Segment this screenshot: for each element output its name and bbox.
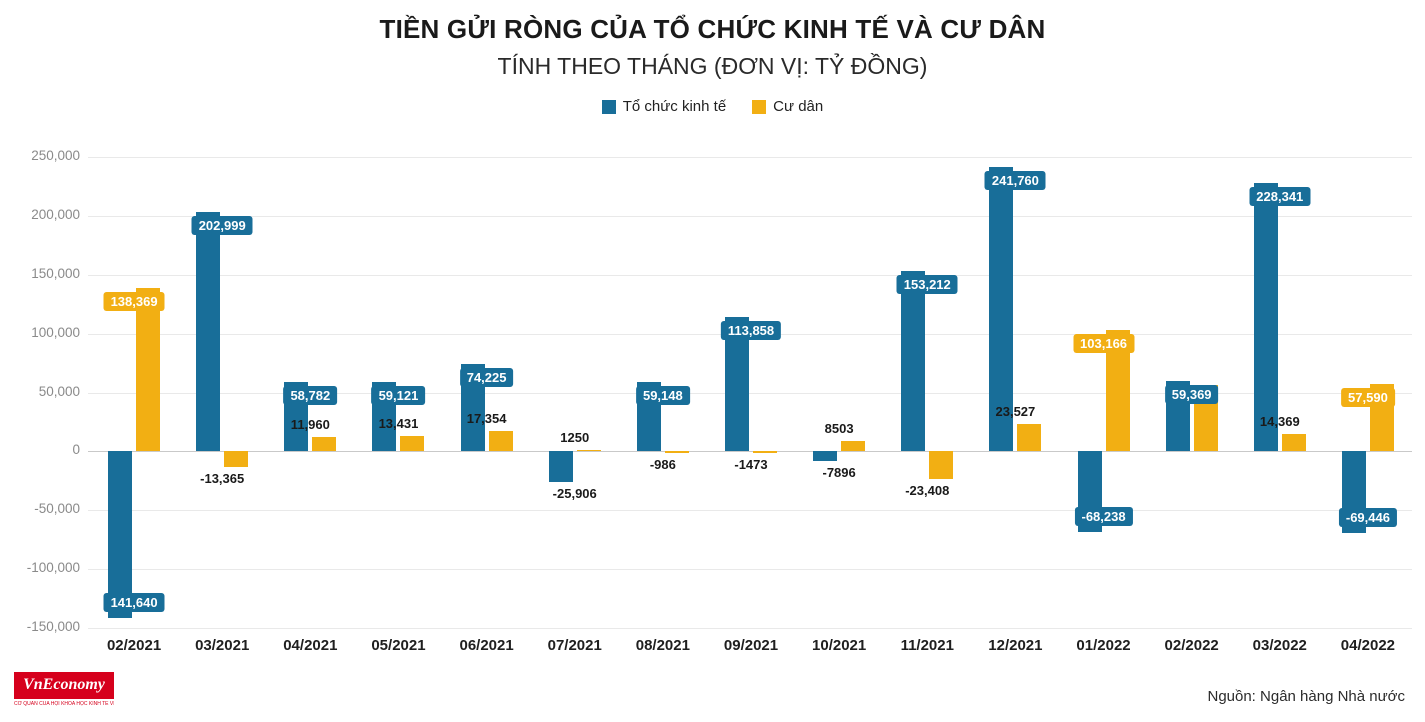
bar xyxy=(136,288,161,452)
legend-swatch-org xyxy=(601,99,616,114)
x-tick-label: 01/2022 xyxy=(1076,637,1131,654)
legend-item-org: Tổ chức kinh tế xyxy=(601,98,727,115)
x-tick-label: 10/2021 xyxy=(812,637,867,654)
x-tick-label: 06/2021 xyxy=(459,637,514,654)
bar xyxy=(929,451,954,479)
bar-label: 1250 xyxy=(560,429,590,445)
bar-label: 58,782 xyxy=(283,386,338,406)
bar-label: 113,858 xyxy=(720,321,782,341)
bar-label: -7896 xyxy=(822,464,856,480)
bar-label: 59,369 xyxy=(1164,385,1219,405)
grid-line xyxy=(88,510,1412,512)
x-tick-label: 02/2022 xyxy=(1164,637,1219,654)
bar-label: 103,166 xyxy=(1073,333,1135,353)
source-note: Nguồn: Ngân hàng Nhà nước xyxy=(1207,688,1405,705)
legend-label-org: Tổ chức kinh tế xyxy=(622,98,727,115)
bar-label: -13,365 xyxy=(200,471,245,487)
bar-label: 8503 xyxy=(824,421,854,437)
bar-label: 13,431 xyxy=(378,415,419,431)
bar xyxy=(400,435,425,452)
bar-label: -69,446 xyxy=(1338,508,1397,528)
legend: Tổ chức kinh tế Cư dân xyxy=(0,98,1425,115)
bar-label: 202,999 xyxy=(191,216,253,236)
bar-label: -1473 xyxy=(734,457,768,473)
bar-label: -68,238 xyxy=(1074,506,1133,526)
grid-line xyxy=(88,274,1412,276)
bar xyxy=(312,437,337,452)
bar-label: 23,527 xyxy=(995,403,1036,419)
y-tick-label: -100,000 xyxy=(26,560,80,576)
bar-label: 74,225 xyxy=(459,367,514,387)
x-tick-label: 04/2021 xyxy=(283,637,338,654)
bar-label: 59,121 xyxy=(371,385,426,405)
bar xyxy=(989,166,1014,452)
bar xyxy=(841,441,866,452)
legend-label-resident: Cư dân xyxy=(773,98,824,115)
x-tick-label: 02/2021 xyxy=(106,637,162,654)
bar xyxy=(1253,182,1278,452)
bar-label: 138,369 xyxy=(103,292,165,312)
x-tick-label: 03/2021 xyxy=(195,637,250,654)
bar xyxy=(488,430,513,452)
bar xyxy=(813,451,838,461)
y-tick-label: 150,000 xyxy=(31,265,80,281)
vneconomy-logo: VnEconomy CƠ QUAN CỦA HỘI KHOA HỌC KINH … xyxy=(14,672,114,707)
bar-label: -25,906 xyxy=(552,485,597,501)
bar-label: 14,369 xyxy=(1259,414,1300,430)
vneconomy-logo-tagline: CƠ QUAN CỦA HỘI KHOA HỌC KINH TẾ VIỆT NA… xyxy=(14,701,114,707)
bar-label: 153,212 xyxy=(896,274,958,294)
bar xyxy=(1281,434,1306,452)
bar-label: -23,408 xyxy=(905,482,950,498)
bar xyxy=(224,451,249,468)
grid-line xyxy=(88,215,1412,217)
y-tick-label: 250,000 xyxy=(31,148,80,163)
y-tick-label: 0 xyxy=(72,442,80,458)
x-tick-label: 04/2022 xyxy=(1340,637,1396,654)
grid-line xyxy=(88,569,1412,571)
x-tick-label: 09/2021 xyxy=(723,637,779,654)
x-tick-label: 11/2021 xyxy=(900,637,954,654)
bar-label: 57,590 xyxy=(1341,387,1395,407)
x-tick-label: 05/2021 xyxy=(371,637,426,654)
bar-label: -986 xyxy=(649,456,676,472)
bar-label: 241,760 xyxy=(984,170,1046,190)
grid-line xyxy=(88,392,1412,394)
grid-line xyxy=(88,451,1412,453)
legend-swatch-resident xyxy=(752,99,767,114)
chart-header: TIỀN GỬI RÒNG CỦA TỔ CHỨC KINH TẾ VÀ CƯ … xyxy=(0,0,1425,115)
y-tick-label: -150,000 xyxy=(26,619,80,634)
grid-line xyxy=(88,628,1412,629)
x-tick-label: 07/2021 xyxy=(547,637,602,654)
chart-title: TIỀN GỬI RÒNG CỦA TỔ CHỨC KINH TẾ VÀ CƯ … xyxy=(379,14,1046,44)
bar xyxy=(1017,423,1042,452)
bar-label: 141,640 xyxy=(103,593,165,613)
bar xyxy=(548,451,573,482)
grid-line xyxy=(88,157,1412,158)
y-tick-label: -50,000 xyxy=(34,501,80,517)
bar xyxy=(901,270,926,452)
y-tick-label: 200,000 xyxy=(31,206,80,222)
bar xyxy=(664,451,689,453)
bar xyxy=(576,449,601,452)
bar-label: 17,354 xyxy=(466,410,507,426)
x-tick-label: 03/2022 xyxy=(1252,637,1307,654)
x-tick-label: 12/2021 xyxy=(988,637,1043,654)
bar-label: 228,341 xyxy=(1249,186,1311,206)
x-tick-label: 08/2021 xyxy=(635,637,690,654)
bar xyxy=(196,212,221,452)
chart-subtitle: TÍNH THEO THÁNG (ĐƠN VỊ: TỶ ĐỒNG) xyxy=(497,53,928,79)
y-tick-label: 100,000 xyxy=(31,324,80,340)
bar-label: 59,148 xyxy=(635,385,690,405)
y-tick-label: 50,000 xyxy=(38,383,80,399)
vneconomy-logo-text: VnEconomy xyxy=(14,672,114,699)
bar-label: 11,960 xyxy=(290,417,330,433)
bar xyxy=(753,451,777,454)
legend-item-resident: Cư dân xyxy=(752,98,823,115)
bar xyxy=(108,451,133,619)
